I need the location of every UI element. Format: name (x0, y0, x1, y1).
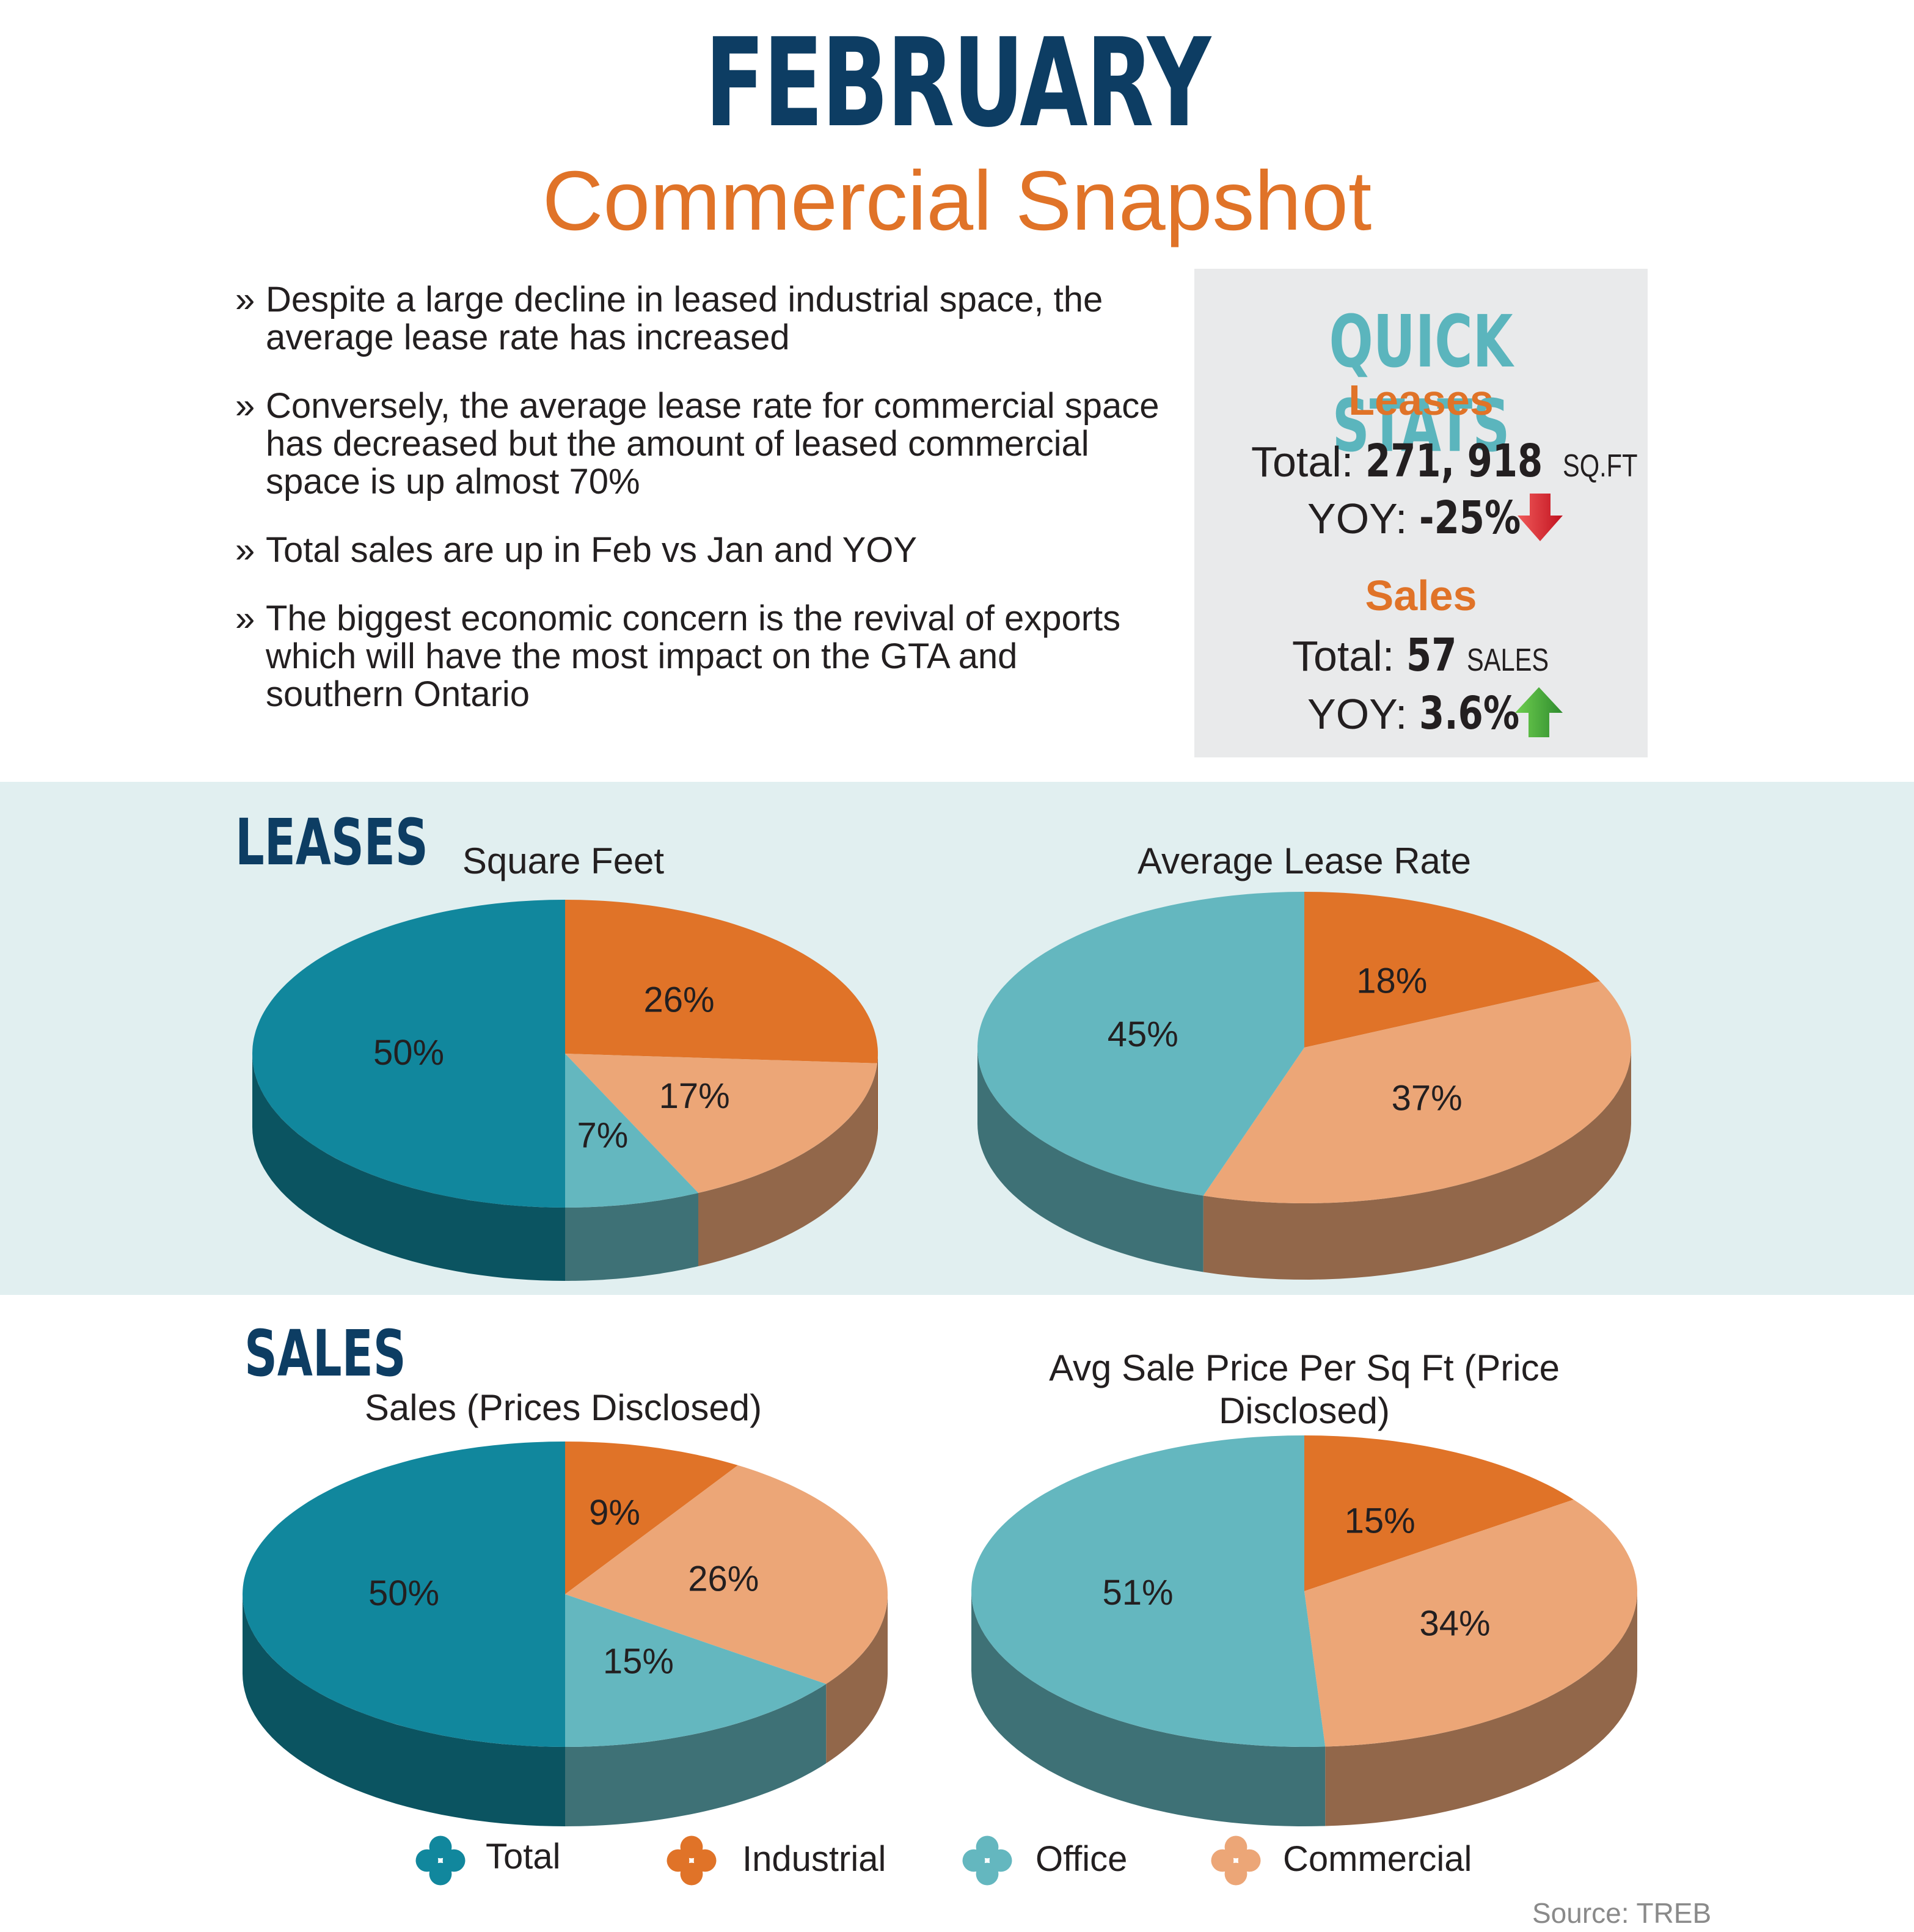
legend-label-commercial: Commercial (1283, 1839, 1472, 1879)
page-subtitle: Commercial Snapshot (542, 154, 1372, 248)
pie-slice-office (977, 892, 1304, 1196)
bullet-marker: » (235, 530, 255, 570)
bullet-text: Despite a large decline in leased indust… (266, 280, 1103, 357)
pie-slice-office (565, 1594, 827, 1747)
sales-total-label: Total: (1292, 632, 1395, 680)
pie-side-total (243, 1594, 565, 1826)
legend-flower-shape (415, 1835, 466, 1886)
pie-label-office: 15% (603, 1641, 674, 1681)
leases-yoy-label: YOY: (1307, 495, 1408, 542)
pie-label-commercial: 34% (1420, 1603, 1491, 1643)
pie-label-commercial: 26% (688, 1559, 759, 1599)
chart-title-average-lease-rate: Average Lease Rate (1138, 840, 1471, 881)
leases-yoy: YOY: -25% (1307, 492, 1546, 544)
sales-yoy-label: YOY: (1307, 690, 1408, 738)
pie-slice-industrial (1304, 1435, 1574, 1591)
pie-side-office (565, 1193, 698, 1281)
pie-side-industrial (877, 1054, 878, 1137)
page-title: FEBRUARY (704, 12, 1211, 155)
pie-label-office: 7% (577, 1115, 628, 1155)
sales-yoy: YOY: 3.6% (1307, 687, 1544, 740)
legend-label-office: Office (1036, 1839, 1128, 1879)
pie-label-total: 50% (368, 1573, 439, 1613)
pie-side-commercial (826, 1594, 888, 1763)
bullet-item: » Conversely, the average lease rate for … (235, 387, 1164, 501)
leases-total: Total: 271, 918 SQ.FT (1251, 435, 1656, 487)
pie-label-commercial: 17% (659, 1076, 730, 1116)
legend-industrial-flower-icon (667, 1835, 717, 1886)
pie-slice-total (252, 900, 565, 1208)
legend-label-industrial: Industrial (742, 1839, 886, 1879)
pie-slice-office (565, 1054, 698, 1208)
sales-total-unit: SALES (1466, 643, 1549, 678)
source-note: Source: TREB (1532, 1897, 1712, 1929)
bullet-list: » Despite a large decline in leased indus… (235, 281, 1164, 744)
down-arrow-icon (1518, 494, 1563, 541)
bullet-text: Total sales are up in Feb vs Jan and YOY (266, 530, 918, 570)
bullet-marker: » (235, 386, 255, 426)
pie-slice-industrial (565, 900, 878, 1063)
legend-office-flower-icon (962, 1835, 1012, 1886)
pie-chart-3: 9% 26% 15% 50% (243, 1442, 888, 1826)
quick-stats-title: QUICK STATS (1329, 299, 1513, 468)
chart-title-square-feet: Square Feet (462, 840, 665, 881)
pie-chart-1: 26% 17% 7% 50% (252, 900, 878, 1281)
legend-commercial-flower-icon (1211, 1835, 1261, 1886)
sales-total: Total: 57 SALES (1292, 629, 1569, 682)
bullet-text: The biggest economic concern is the revi… (266, 599, 1121, 714)
quick-stats-leases-heading: Leases (1348, 376, 1494, 424)
bullet-text: Conversely, the average lease rate for c… (266, 386, 1160, 501)
leases-yoy-value: -25% (1419, 492, 1521, 544)
chart-title-sales: Sales (Prices Disclosed) (364, 1387, 762, 1428)
pie-side-office (565, 1683, 827, 1826)
quick-stats-sales-heading: Sales (1365, 572, 1477, 619)
pie-side-commercial (698, 1063, 877, 1266)
leases-section-title: LEASES (235, 805, 428, 880)
pie-label-commercial: 37% (1392, 1078, 1463, 1118)
pie-label-total: 50% (373, 1033, 444, 1073)
pie-slice-commercial (565, 1465, 888, 1684)
leases-total-unit: SQ.FT (1562, 448, 1638, 484)
pie-label-office: 51% (1103, 1573, 1174, 1613)
leases-total-label: Total: (1251, 438, 1354, 486)
quick-stats-panel (1194, 269, 1648, 757)
pie-label-industrial: 26% (644, 980, 715, 1020)
legend-label-total: Total (486, 1837, 561, 1876)
pie-slice-industrial (1304, 892, 1601, 1048)
pie-side-office (971, 1591, 1326, 1826)
pie-slice-commercial (1203, 981, 1631, 1203)
pie-label-industrial: 15% (1345, 1501, 1415, 1540)
pie-label-office: 45% (1108, 1015, 1178, 1054)
bullet-item: » Despite a large decline in leased indus… (235, 281, 1164, 357)
pie-slice-commercial (1304, 1500, 1637, 1747)
sales-section-title: SALES (244, 1316, 406, 1391)
pie-side-commercial (1203, 1048, 1631, 1280)
pie-slice-total (243, 1442, 565, 1747)
bullet-item: » The biggest economic concern is the rev… (235, 600, 1164, 713)
pie-slice-commercial (565, 1054, 877, 1193)
pie-chart-2: 18% 37% 45% (977, 892, 1631, 1280)
legend-total-flower-icon (415, 1835, 466, 1886)
pie-slice-industrial (565, 1442, 738, 1594)
chart-title-avg-sale-price: Avg Sale Price Per Sq Ft (Price Disclose… (1049, 1347, 1560, 1431)
pie-slice-office (971, 1435, 1326, 1747)
bullet-marker: » (235, 280, 255, 319)
sales-yoy-value: 3.6% (1419, 687, 1520, 740)
up-arrow-icon (1515, 687, 1563, 737)
pie-label-industrial: 9% (589, 1493, 640, 1533)
bullet-marker: » (235, 599, 255, 638)
sales-total-value: 57 (1406, 629, 1457, 682)
pie-label-industrial: 18% (1356, 961, 1427, 1001)
pie-side-total (252, 1054, 565, 1281)
pie-side-office (977, 1048, 1204, 1272)
bullet-item: » Total sales are up in Feb vs Jan and YO… (235, 531, 1164, 569)
pie-side-commercial (1325, 1591, 1637, 1826)
leases-total-value: 271, 918 (1365, 435, 1543, 487)
pie-chart-4: 15% 34% 51% (971, 1435, 1637, 1826)
